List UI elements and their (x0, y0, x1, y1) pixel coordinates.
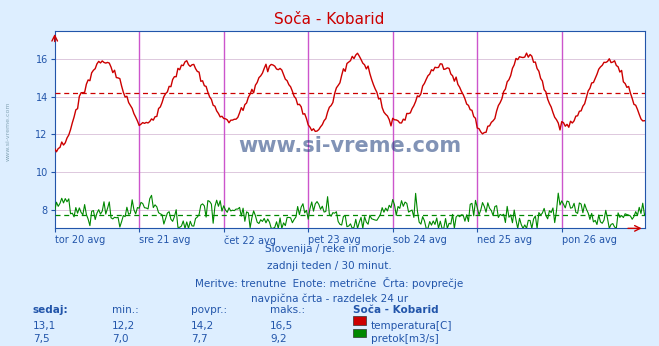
Text: 12,2: 12,2 (112, 321, 135, 331)
Text: pretok[m3/s]: pretok[m3/s] (371, 334, 439, 344)
Text: 7,7: 7,7 (191, 334, 208, 344)
Text: zadnji teden / 30 minut.: zadnji teden / 30 minut. (267, 261, 392, 271)
Text: 9,2: 9,2 (270, 334, 287, 344)
Text: maks.:: maks.: (270, 305, 305, 315)
Text: 7,5: 7,5 (33, 334, 49, 344)
Text: 7,0: 7,0 (112, 334, 129, 344)
Text: povpr.:: povpr.: (191, 305, 227, 315)
Text: www.si-vreme.com: www.si-vreme.com (5, 102, 11, 161)
Text: Slovenija / reke in morje.: Slovenija / reke in morje. (264, 244, 395, 254)
Text: Soča - Kobarid: Soča - Kobarid (274, 12, 385, 27)
Text: min.:: min.: (112, 305, 139, 315)
Text: 16,5: 16,5 (270, 321, 293, 331)
Text: sedaj:: sedaj: (33, 305, 69, 315)
Text: 13,1: 13,1 (33, 321, 56, 331)
Text: www.si-vreme.com: www.si-vreme.com (238, 136, 461, 156)
Text: navpična črta - razdelek 24 ur: navpična črta - razdelek 24 ur (251, 294, 408, 304)
Text: temperatura[C]: temperatura[C] (371, 321, 453, 331)
Text: 14,2: 14,2 (191, 321, 214, 331)
Text: Meritve: trenutne  Enote: metrične  Črta: povprečje: Meritve: trenutne Enote: metrične Črta: … (195, 277, 464, 289)
Text: Soča - Kobarid: Soča - Kobarid (353, 305, 438, 315)
